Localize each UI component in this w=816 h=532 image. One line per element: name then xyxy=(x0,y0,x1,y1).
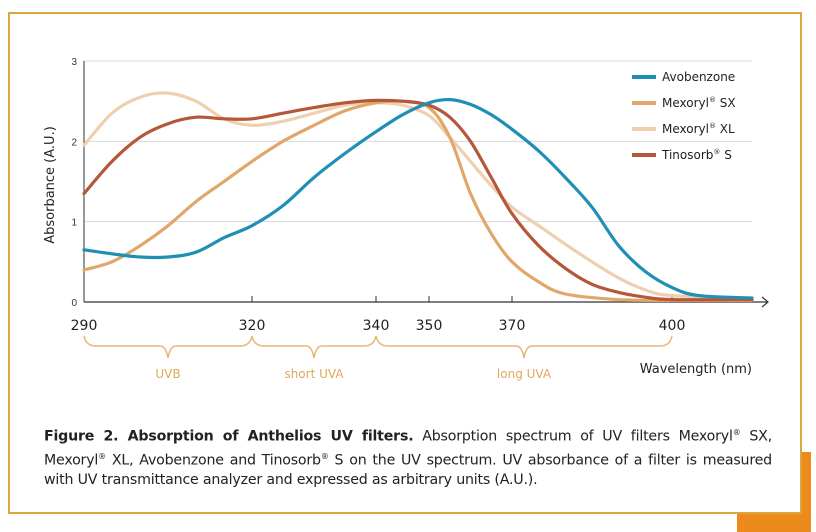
series-line-avobenzone xyxy=(82,97,754,300)
x-tick-label: 340 xyxy=(363,318,390,334)
range-label-long-uva: long UVA xyxy=(497,367,552,381)
range-label-uvb: UVB xyxy=(155,367,180,381)
legend-swatch-avobenzone xyxy=(632,75,656,79)
legend-label-mexoryl-xl: Mexoryl® XL xyxy=(662,122,735,136)
y-tick-label: 3 xyxy=(71,57,77,68)
y-tick-label: 0 xyxy=(71,298,77,309)
x-tick-label: 400 xyxy=(659,318,686,334)
x-tick-label: 370 xyxy=(499,318,526,334)
series-line-mexoryl-xl xyxy=(82,91,754,300)
legend-swatch-tinosorb-s xyxy=(632,153,656,157)
range-brace-short-uva xyxy=(251,335,377,359)
caption-title: Figure 2. Absorption of Anthelios UV fil… xyxy=(44,428,414,445)
x-tick-label: 320 xyxy=(239,318,266,334)
range-brace-uvb xyxy=(83,335,253,359)
legend-label-tinosorb-s: Tinosorb® S xyxy=(661,148,732,162)
x-axis-arrow-icon xyxy=(761,296,769,308)
range-label-short-uva: short UVA xyxy=(284,367,344,381)
legend-swatch-mexoryl-sx xyxy=(632,101,656,105)
range-brace-long-uva xyxy=(375,335,673,359)
y-tick-label: 1 xyxy=(71,218,77,229)
legend-swatch-mexoryl-xl xyxy=(632,127,656,131)
legend-label-mexoryl-sx: Mexoryl® SX xyxy=(662,96,736,110)
x-axis-label: Wavelength (nm) xyxy=(640,362,752,377)
legend-label-avobenzone: Avobenzone xyxy=(662,70,735,84)
x-tick-label: 350 xyxy=(416,318,443,334)
absorbance-chart: 0 1 2 3 290 320 340 350 370 400 Absorbance (A.U.) W… xyxy=(43,57,769,381)
figure-caption: Figure 2. Absorption of Anthelios UV fil… xyxy=(44,428,772,489)
x-tick-label: 290 xyxy=(71,318,98,334)
y-axis-label: Absorbance (A.U.) xyxy=(43,126,58,244)
y-tick-label: 2 xyxy=(71,137,77,148)
series-line-tinosorb-s xyxy=(82,98,754,302)
